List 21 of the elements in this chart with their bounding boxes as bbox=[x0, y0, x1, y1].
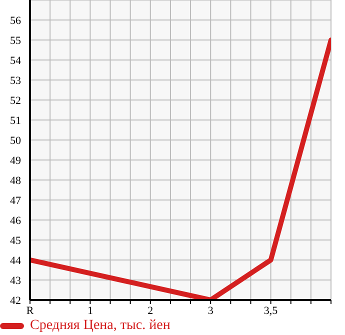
y-tick-label: 47 bbox=[10, 194, 22, 207]
y-tick-label: 54 bbox=[10, 54, 22, 67]
y-tick-label: 46 bbox=[10, 214, 22, 227]
y-tick-label: 48 bbox=[10, 174, 22, 187]
y-tick-label: 49 bbox=[10, 154, 22, 167]
x-tick-label: 3,5 bbox=[264, 304, 278, 317]
y-tick-label: 50 bbox=[10, 134, 22, 147]
y-tick-label: 42 bbox=[10, 294, 21, 307]
y-tick-label: 43 bbox=[10, 274, 22, 287]
y-tick-label: 44 bbox=[10, 254, 22, 267]
y-tick-label: 51 bbox=[10, 114, 21, 127]
y-tick-label: 55 bbox=[10, 34, 22, 47]
legend-label: Средняя Цена, тыс. йен bbox=[30, 318, 170, 334]
y-tick-label: 45 bbox=[10, 234, 22, 247]
x-tick-label: 1 bbox=[87, 304, 93, 317]
x-tick-label: 3 bbox=[208, 304, 214, 317]
y-tick-label: 56 bbox=[10, 14, 22, 27]
y-tick-label: 52 bbox=[10, 94, 21, 107]
x-tick-label: R bbox=[26, 304, 34, 317]
x-tick-label: 2 bbox=[148, 304, 154, 317]
y-tick-label: 53 bbox=[10, 74, 22, 87]
